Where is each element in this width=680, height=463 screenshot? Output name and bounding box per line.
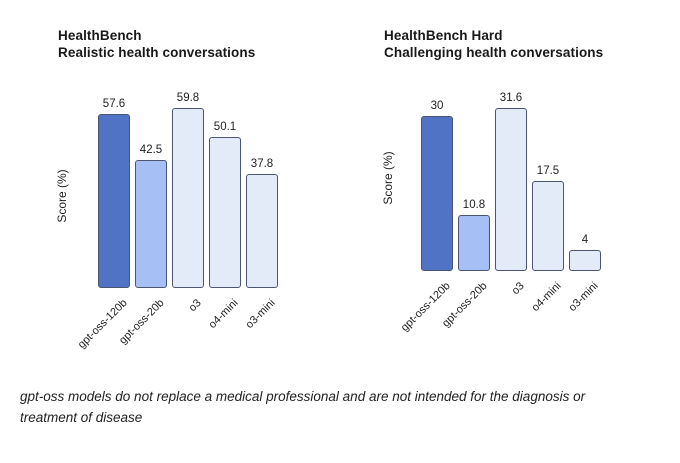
bar-value-label: 31.6	[499, 92, 523, 105]
bar-gpt-oss-120b	[98, 114, 130, 288]
bar-value-label: 4	[581, 234, 589, 247]
chart-subtitle: Realistic health conversations	[58, 45, 256, 60]
bar-group-gpt-oss-20b: 42.5 gpt-oss-20b	[117, 143, 167, 347]
bar-o4-mini	[532, 180, 564, 271]
healthbench-title-block: HealthBench Realistic health conversatio…	[58, 27, 255, 61]
bar-value-label: 37.8	[250, 158, 274, 170]
bar-group-o3: 31.6 o3	[495, 92, 527, 297]
bar-value-label: 10.8	[462, 199, 486, 212]
bar-group-o4-mini: 17.5 o4-mini	[529, 164, 564, 314]
bar-group-gpt-oss-120b: 30 gpt-oss-120b	[399, 100, 453, 334]
x-tick-label: o3	[509, 280, 527, 298]
bar-value-label: 59.8	[176, 91, 200, 104]
bar-group-o3-mini: 4 o3-mini	[566, 234, 601, 314]
chart-subtitle: Challenging health conversations	[384, 45, 604, 60]
bar-gpt-oss-20b	[458, 215, 490, 271]
bar-o3-mini	[246, 174, 278, 288]
x-tick-label: o3-mini	[243, 297, 278, 331]
disclaimer-text: gpt-oss models do not replace a medical …	[20, 389, 586, 425]
x-tick-label: o4-mini	[529, 280, 564, 314]
bar-group-o3: 59.8 o3	[172, 91, 204, 314]
x-tick-label: o3	[186, 297, 204, 315]
bar-value-label: 57.6	[102, 98, 126, 111]
bar-group-o3-mini: 37.8 o3-mini	[243, 158, 278, 331]
bar-o3	[172, 107, 204, 288]
bar-gpt-oss-20b	[135, 159, 167, 288]
bar-value-label: 50.1	[213, 120, 237, 133]
bar-group-o4-mini: 50.1 o4-mini	[206, 120, 241, 331]
bar-value-label: 42.5	[139, 143, 163, 156]
chart-title: HealthBench Hard	[384, 28, 503, 43]
bar-value-label: 17.5	[536, 164, 560, 177]
bar-o3-mini	[569, 250, 601, 271]
x-tick-label: o3-mini	[566, 280, 601, 314]
healthbench-bar-chart: 57.6 gpt-oss-120b 42.5 gpt-oss-20b 59.8 o3 50.…	[76, 92, 278, 351]
healthbench-hard-title-block: HealthBench Hard Challenging health conv…	[384, 27, 603, 61]
bar-o3	[495, 108, 527, 271]
healthbench-hard-bar-chart: 30 gpt-oss-120b 10.8 gpt-oss-20b 31.6 o3 17.5 o…	[399, 92, 601, 334]
y-axis-label: Score (%)	[55, 169, 69, 223]
bar-value-label: 30	[430, 100, 444, 113]
x-tick-label: o4-mini	[206, 297, 241, 331]
y-axis-label: Score (%)	[381, 151, 395, 205]
bar-o4-mini	[209, 136, 241, 288]
bar-gpt-oss-120b	[421, 116, 453, 271]
chart-title: HealthBench	[58, 28, 142, 43]
bar-group-gpt-oss-120b: 57.6 gpt-oss-120b	[76, 98, 130, 351]
bar-group-gpt-oss-20b: 10.8 gpt-oss-20b	[440, 199, 490, 330]
